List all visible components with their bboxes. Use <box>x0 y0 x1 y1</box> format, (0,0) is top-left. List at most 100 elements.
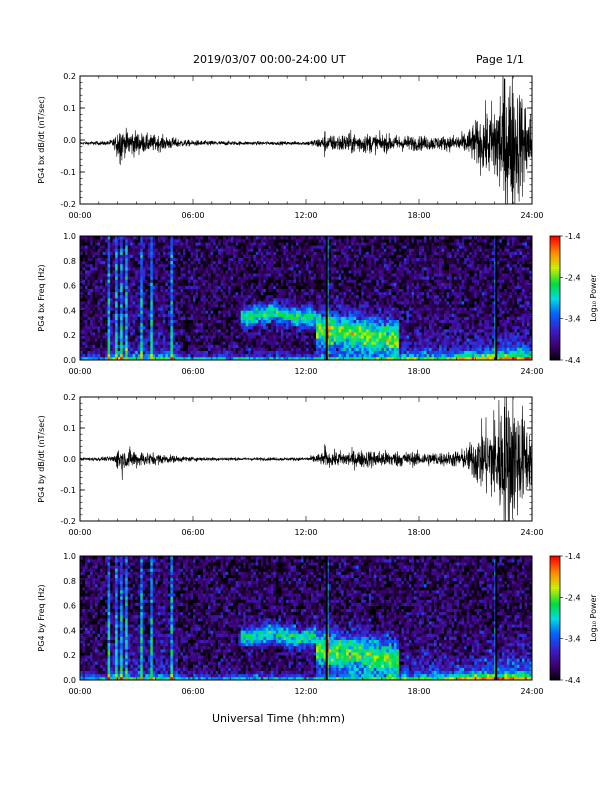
spectrogram-cell <box>233 245 236 249</box>
spectrogram-cell <box>110 257 113 262</box>
spectrogram-cell <box>210 304 214 308</box>
spectrogram-cell <box>343 310 347 314</box>
spectrogram-cell <box>102 329 106 333</box>
spectrogram-cell <box>346 316 349 320</box>
spectrogram-cell <box>230 276 234 280</box>
spectrogram-cell <box>205 301 209 305</box>
spectrogram-cell <box>270 285 274 289</box>
spectrogram-cell <box>218 282 221 286</box>
spectrogram-cell <box>295 307 299 311</box>
spectrogram-cell <box>137 285 141 289</box>
spectrogram-cell <box>230 332 234 336</box>
spectrogram-cell <box>100 350 103 355</box>
spectrogram-cell <box>265 285 269 289</box>
spectrogram-cell <box>240 325 244 330</box>
spectrogram-cell <box>177 254 181 258</box>
spectrogram-cell <box>381 279 385 283</box>
spectrogram-cell <box>298 260 302 265</box>
spectrogram-cell <box>270 263 274 268</box>
spectrogram-cell <box>278 288 282 293</box>
page-number: Page 1/1 <box>476 53 524 66</box>
spectrogram-cell <box>295 319 299 324</box>
spectrogram-cell <box>373 353 377 358</box>
spectrogram-cell <box>162 322 166 327</box>
spectrogram-cell <box>290 298 294 302</box>
spectrogram-cell <box>187 304 191 308</box>
spectrogram-cell <box>208 294 211 299</box>
spectrogram-cell <box>258 325 262 330</box>
spectrogram-cell <box>203 285 206 289</box>
spectrogram-cell <box>363 288 367 293</box>
spectrogram-cell <box>82 307 86 311</box>
spectrogram-cell <box>120 341 123 345</box>
spectrogram-cell <box>321 335 324 339</box>
spectrogram-cell <box>338 242 342 246</box>
spectrogram-cell <box>165 245 169 249</box>
spectrogram-cell <box>87 279 91 283</box>
spectrogram-cell <box>172 294 176 299</box>
spectrogram-cell <box>167 260 171 265</box>
spectrogram-cell <box>243 338 247 342</box>
spectrogram-cell <box>205 338 209 342</box>
spectrogram-cell <box>386 285 390 289</box>
spectrogram-cell <box>300 267 304 271</box>
spectrogram-cell <box>110 236 113 240</box>
spectrogram-cell <box>187 313 191 317</box>
spectrogram-cell <box>356 338 360 342</box>
x-tick-label: 18:00 <box>407 211 430 220</box>
spectrogram-cell <box>300 285 304 289</box>
spectrogram-cell <box>386 310 390 314</box>
spectrogram-cell <box>218 239 221 243</box>
spectrogram-cell <box>263 276 267 280</box>
spectrogram-cell <box>105 329 108 333</box>
spectrogram-cell <box>90 288 93 293</box>
spectrogram-cell <box>162 356 166 361</box>
spectrogram-cell <box>373 260 377 265</box>
spectrogram-cell <box>260 294 264 299</box>
spectrogram-cell <box>328 273 332 277</box>
spectrogram-cell <box>373 344 377 348</box>
spectrogram-cell <box>381 325 385 330</box>
spectrogram-cell <box>316 236 319 240</box>
spectrogram-cell <box>100 282 103 286</box>
spectrogram-cell <box>127 257 131 262</box>
spectrogram-cell <box>225 248 229 252</box>
spectrogram-cell <box>95 236 98 240</box>
spectrogram-cell <box>378 316 382 320</box>
spectrogram-cell <box>167 329 171 333</box>
spectrogram-cell <box>308 332 312 336</box>
spectrogram-cell <box>336 276 339 280</box>
spectrogram-cell <box>268 350 272 355</box>
spectrogram-cell <box>311 356 314 361</box>
spectrogram-cell <box>306 282 309 286</box>
spectrogram-cell <box>321 356 324 361</box>
spectrogram-cell <box>92 263 96 268</box>
spectrogram-cell <box>200 236 204 240</box>
spectrogram-cell <box>333 298 337 302</box>
spectrogram-cell <box>210 353 214 358</box>
spectrogram-cell <box>215 319 219 324</box>
spectrogram-cell <box>142 260 146 265</box>
spectrogram-cell <box>193 325 196 330</box>
spectrogram-cell <box>378 329 382 333</box>
spectrogram-cell <box>82 325 86 330</box>
spectrogram-cell <box>210 335 214 339</box>
spectrogram-cell <box>195 319 199 324</box>
spectrogram-cell <box>210 310 214 314</box>
spectrogram-cell <box>97 294 101 299</box>
spectrogram-cell <box>117 245 121 249</box>
spectrogram-cell <box>250 291 254 296</box>
spectrogram-cell <box>187 254 191 258</box>
spectrogram-cell <box>175 307 179 311</box>
spectrogram-cell <box>323 276 327 280</box>
spectrogram-cell <box>210 344 214 348</box>
spectrogram-cell <box>378 270 382 274</box>
spectrogram-cell <box>115 276 118 280</box>
spectrogram-cell <box>368 332 372 336</box>
spectrogram-cell <box>135 298 139 302</box>
spectrogram-cell <box>180 319 184 324</box>
spectrogram-cell <box>190 279 194 283</box>
spectrogram-cell <box>208 341 211 345</box>
spectrogram-cell <box>105 236 108 240</box>
spectrogram-cell <box>331 294 334 299</box>
